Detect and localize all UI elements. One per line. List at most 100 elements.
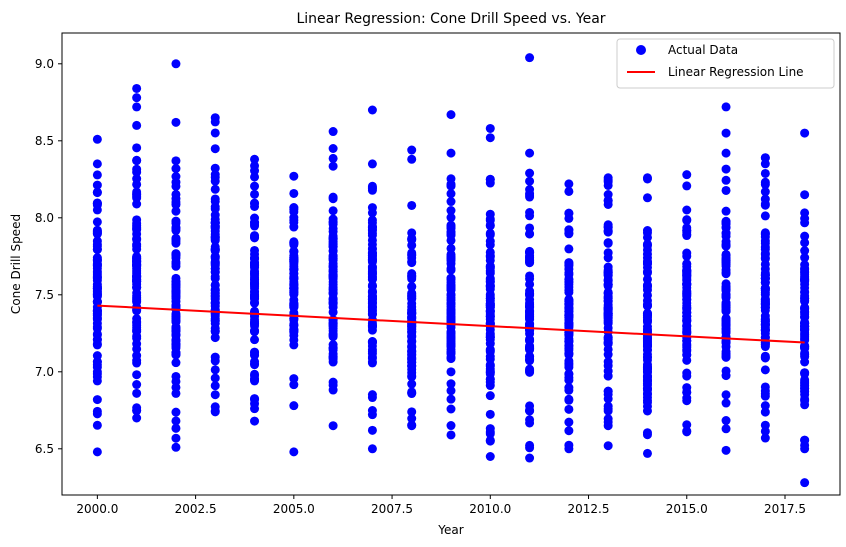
data-point: [525, 289, 535, 299]
data-point: [407, 387, 417, 397]
data-point: [367, 181, 377, 191]
data-point: [92, 376, 102, 386]
data-point: [289, 401, 299, 411]
data-point: [760, 194, 770, 204]
data-point: [760, 264, 770, 274]
data-point: [446, 331, 456, 341]
data-point: [800, 350, 810, 360]
y-tick-label: 8.0: [35, 211, 54, 225]
data-point: [210, 373, 220, 383]
data-point: [367, 425, 377, 435]
data-point: [485, 435, 495, 445]
data-point: [210, 406, 220, 416]
data-point: [132, 199, 142, 209]
data-point: [171, 433, 181, 443]
data-point: [682, 251, 692, 261]
data-point: [721, 253, 731, 263]
data-point: [564, 179, 574, 189]
data-point: [564, 385, 574, 395]
data-point: [564, 369, 574, 379]
data-point: [92, 283, 102, 293]
data-point: [132, 370, 142, 380]
data-point: [171, 181, 181, 191]
data-point: [250, 315, 260, 325]
data-point: [132, 120, 142, 130]
data-point: [642, 395, 652, 405]
x-tick-label: 2010.0: [469, 502, 511, 516]
regression-line: [97, 304, 805, 344]
data-point: [603, 323, 613, 333]
data-point: [132, 314, 142, 324]
data-point: [642, 359, 652, 369]
data-point: [525, 188, 535, 198]
data-point: [800, 274, 810, 284]
data-point: [721, 237, 731, 247]
data-point: [800, 264, 810, 274]
data-point: [800, 341, 810, 351]
data-point: [171, 156, 181, 166]
data-point: [328, 161, 338, 171]
data-point: [328, 255, 338, 265]
data-point: [525, 415, 535, 425]
data-point: [603, 441, 613, 451]
data-point: [210, 128, 220, 138]
x-tick-label: 2015.0: [666, 502, 708, 516]
data-point: [800, 357, 810, 367]
data-point: [564, 313, 574, 323]
data-point: [642, 325, 652, 335]
data-point: [210, 291, 220, 301]
data-point: [564, 417, 574, 427]
data-point: [132, 83, 142, 93]
data-point: [760, 187, 770, 197]
data-point: [642, 174, 652, 184]
data-point: [721, 299, 731, 309]
data-point: [250, 249, 260, 259]
data-point: [132, 93, 142, 103]
data-point: [367, 105, 377, 115]
data-point: [603, 357, 613, 367]
data-point: [250, 221, 260, 231]
data-point: [485, 123, 495, 133]
data-point: [250, 357, 260, 367]
data-point: [485, 339, 495, 349]
regression-layer: [97, 304, 805, 344]
x-tick-label: 2007.5: [371, 502, 413, 516]
data-point: [682, 279, 692, 289]
data-point: [210, 327, 220, 337]
data-point: [446, 174, 456, 184]
data-point: [800, 375, 810, 385]
scatter-layer: [92, 53, 810, 488]
data-point: [682, 368, 692, 378]
data-point: [446, 110, 456, 120]
data-point: [564, 327, 574, 337]
data-point: [132, 241, 142, 251]
data-point: [642, 376, 652, 386]
data-point: [800, 478, 810, 488]
data-point: [642, 341, 652, 351]
data-point: [328, 385, 338, 395]
data-point: [407, 145, 417, 155]
data-point: [92, 306, 102, 316]
data-point: [407, 304, 417, 314]
data-point: [446, 421, 456, 431]
data-point: [92, 395, 102, 405]
data-point: [800, 253, 810, 263]
data-point: [407, 407, 417, 417]
data-point: [525, 310, 535, 320]
data-point: [721, 398, 731, 408]
data-point: [446, 265, 456, 275]
data-point: [525, 453, 535, 463]
y-tick-label: 7.5: [35, 288, 54, 302]
data-point: [328, 153, 338, 163]
data-point: [210, 356, 220, 366]
data-point: [603, 253, 613, 263]
data-point: [800, 291, 810, 301]
data-point: [682, 350, 692, 360]
data-point: [171, 194, 181, 204]
data-point: [800, 128, 810, 138]
data-point: [407, 274, 417, 284]
data-point: [132, 388, 142, 398]
data-point: [328, 127, 338, 137]
chart-title: Linear Regression: Cone Drill Speed vs. …: [296, 11, 605, 27]
data-point: [446, 299, 456, 309]
